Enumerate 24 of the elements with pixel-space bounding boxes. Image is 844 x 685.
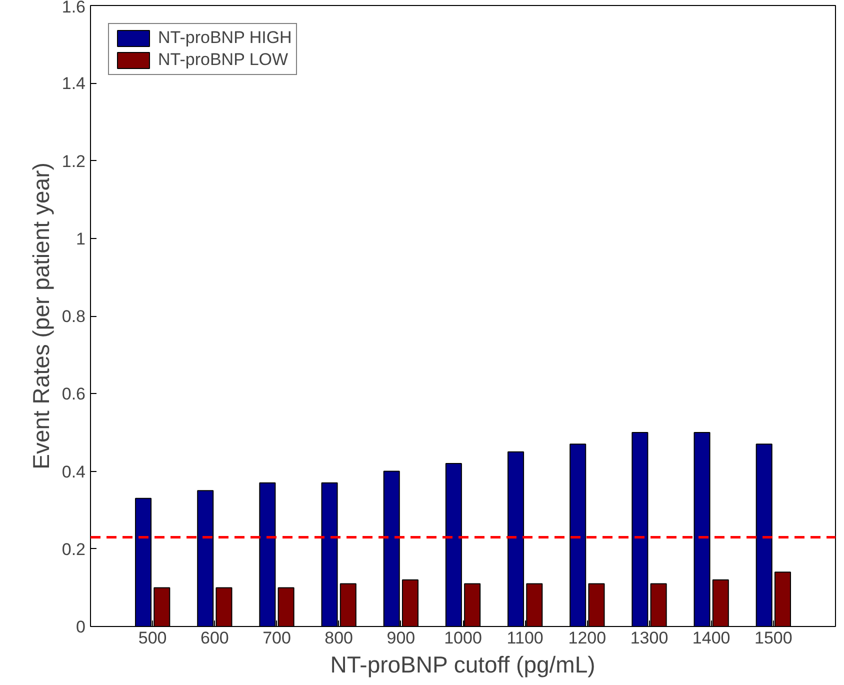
y-tick-label: 0.4: [62, 462, 86, 482]
x-tick-label: 600: [200, 628, 229, 648]
y-tick-label: 1: [76, 229, 86, 248]
y-tick-label: 0.8: [62, 307, 86, 326]
y-tick-label: 1.2: [62, 152, 86, 171]
y-tick-label: 0.6: [62, 384, 86, 404]
x-tick-label: 700: [262, 628, 291, 648]
x-tick-label: 1200: [568, 628, 606, 648]
x-tick-label: 1100: [506, 628, 544, 648]
x-tick-label: 1000: [444, 628, 482, 648]
x-tick-label: 500: [138, 628, 167, 648]
y-tick-label: 1.6: [62, 0, 86, 16]
x-tick-label: 900: [386, 628, 416, 648]
y-tick-label: 0: [76, 618, 86, 636]
x-tick-label: 800: [324, 628, 354, 648]
x-axis-title: NT-proBNP cutoff (pg/mL): [330, 652, 596, 678]
legend-label: NT-proBNP LOW: [158, 50, 288, 70]
x-tick-label: 1400: [692, 628, 730, 648]
x-tick-label: 1300: [630, 628, 668, 648]
y-axis-title: Event Rates (per patient year): [28, 162, 54, 470]
y-tick-label: 1.4: [62, 74, 86, 94]
y-tick-label: 0.2: [62, 540, 86, 559]
legend-label: NT-proBNP HIGH: [158, 28, 292, 48]
x-tick-label: 1500: [754, 628, 792, 648]
